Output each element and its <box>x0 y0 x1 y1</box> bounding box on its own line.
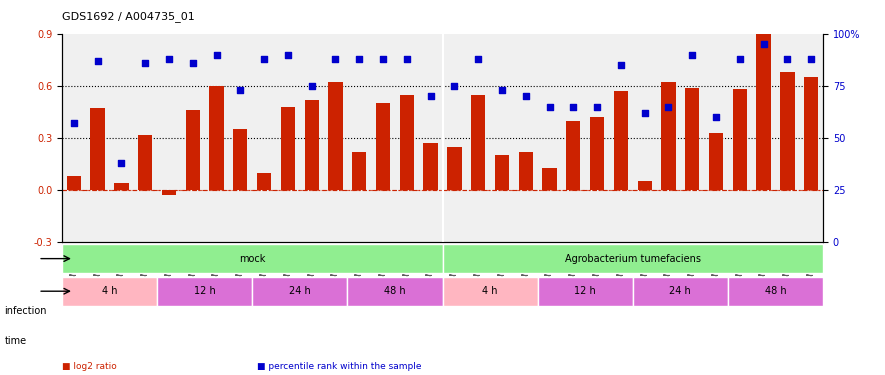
Bar <box>781 72 795 190</box>
Point <box>400 56 414 62</box>
Bar <box>637 182 652 190</box>
Point <box>162 56 176 62</box>
Bar <box>447 147 462 190</box>
Point <box>733 56 747 62</box>
Point <box>210 52 224 58</box>
Bar <box>543 168 557 190</box>
Bar <box>66 176 81 190</box>
Text: ■ percentile rank within the sample: ■ percentile rank within the sample <box>257 362 421 371</box>
Text: time: time <box>4 336 27 346</box>
Point <box>471 56 485 62</box>
FancyBboxPatch shape <box>62 244 442 273</box>
Point <box>424 93 438 99</box>
Point <box>90 58 104 64</box>
Point <box>519 93 533 99</box>
FancyBboxPatch shape <box>442 244 823 273</box>
Point <box>447 83 461 89</box>
Bar <box>495 155 509 190</box>
Bar <box>804 77 819 190</box>
Bar <box>424 143 438 190</box>
Point <box>495 87 509 93</box>
Point <box>757 41 771 47</box>
Text: 12 h: 12 h <box>194 286 216 296</box>
Point <box>66 120 81 126</box>
Text: 48 h: 48 h <box>384 286 405 296</box>
Point <box>781 56 795 62</box>
Text: infection: infection <box>4 306 47 316</box>
Point <box>614 62 628 68</box>
Text: 24 h: 24 h <box>669 286 691 296</box>
Point <box>352 56 366 62</box>
Bar <box>257 173 272 190</box>
Point <box>328 56 342 62</box>
Bar <box>614 91 628 190</box>
Point <box>257 56 271 62</box>
Bar <box>400 94 414 190</box>
Bar <box>210 86 224 190</box>
Point <box>661 104 675 110</box>
Text: Agrobacterium tumefaciens: Agrobacterium tumefaciens <box>565 254 701 264</box>
Text: 12 h: 12 h <box>574 286 596 296</box>
FancyBboxPatch shape <box>252 276 348 306</box>
Point <box>114 160 128 166</box>
Point <box>376 56 390 62</box>
FancyBboxPatch shape <box>348 276 442 306</box>
Bar <box>162 190 176 195</box>
Bar <box>709 133 723 190</box>
Point <box>234 87 248 93</box>
Bar <box>757 34 771 190</box>
Text: 24 h: 24 h <box>289 286 311 296</box>
Bar <box>328 82 342 190</box>
Bar <box>186 110 200 190</box>
Point <box>304 83 319 89</box>
Bar <box>661 82 675 190</box>
Bar <box>590 117 604 190</box>
Bar <box>138 135 152 190</box>
Bar <box>352 152 366 190</box>
Point <box>590 104 604 110</box>
Bar <box>281 107 295 190</box>
Point <box>566 104 581 110</box>
Point <box>804 56 819 62</box>
Bar <box>304 100 319 190</box>
Point <box>637 110 651 116</box>
Text: 4 h: 4 h <box>482 286 498 296</box>
Text: GDS1692 / A004735_01: GDS1692 / A004735_01 <box>62 12 195 22</box>
Point <box>138 60 152 66</box>
Bar <box>376 103 390 190</box>
Bar <box>90 108 104 190</box>
FancyBboxPatch shape <box>538 276 633 306</box>
Bar <box>471 94 485 190</box>
Bar <box>234 129 248 190</box>
Text: mock: mock <box>239 254 266 264</box>
Point <box>186 60 200 66</box>
Bar <box>566 121 581 190</box>
Bar <box>114 183 128 190</box>
FancyBboxPatch shape <box>728 276 823 306</box>
FancyBboxPatch shape <box>158 276 252 306</box>
FancyBboxPatch shape <box>633 276 728 306</box>
Bar <box>685 88 699 190</box>
Point <box>709 114 723 120</box>
FancyBboxPatch shape <box>442 276 538 306</box>
Text: ■ log2 ratio: ■ log2 ratio <box>62 362 117 371</box>
Bar <box>733 89 747 190</box>
FancyBboxPatch shape <box>62 276 158 306</box>
Point <box>685 52 699 58</box>
Point <box>543 104 557 110</box>
Point <box>281 52 295 58</box>
Text: 4 h: 4 h <box>102 286 118 296</box>
Bar <box>519 152 533 190</box>
Text: 48 h: 48 h <box>765 286 786 296</box>
